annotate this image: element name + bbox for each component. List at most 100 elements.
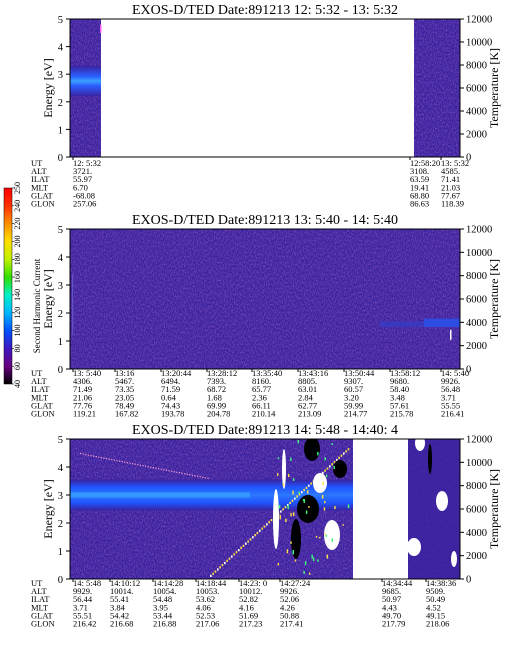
contour-patch xyxy=(451,551,457,567)
table-cell: -68.08 xyxy=(73,190,95,200)
table-row-label: GLAT xyxy=(31,610,54,620)
panel-3: EXOS-D/TED Date:891213 14: 5:48 - 14:40:… xyxy=(31,423,501,629)
speckle xyxy=(302,499,305,501)
table-cell: 52.06 xyxy=(280,594,299,604)
trace-dot xyxy=(132,463,134,465)
y2-tick-label: 12000 xyxy=(466,15,492,26)
colorbar-tick-label: 160 xyxy=(13,271,22,283)
y2-tick-label: 4000 xyxy=(466,318,487,329)
trace-dot xyxy=(189,474,191,476)
y2-tick-label: 8000 xyxy=(466,61,487,72)
table-cell: 10012. xyxy=(239,586,262,596)
table-cell: 167.82 xyxy=(115,409,138,419)
speckle xyxy=(290,457,292,462)
data-texture-2 xyxy=(70,229,460,369)
table-cell: 217.23 xyxy=(239,619,262,629)
table-cell: 59.99 xyxy=(344,400,363,410)
table-cell: 214.77 xyxy=(344,409,367,419)
trace-dot xyxy=(184,473,186,475)
speckle xyxy=(298,491,300,494)
trace-dot xyxy=(181,472,183,474)
table-cell: 86.63 xyxy=(410,199,429,209)
colorbar-label: Second Harmonic Current xyxy=(32,258,42,353)
y-axis-label: Energy [eV] xyxy=(41,479,55,538)
trace-dot xyxy=(87,454,89,456)
speckle xyxy=(279,515,281,520)
table-cell: 4.26 xyxy=(280,602,295,612)
energy-band-core xyxy=(70,492,250,498)
speckle xyxy=(287,504,289,510)
speckle xyxy=(286,549,289,554)
trace-dot xyxy=(100,457,102,459)
trace-dot xyxy=(270,518,273,522)
trace-dot xyxy=(194,475,196,477)
y2-tick-label: 8000 xyxy=(466,481,487,492)
y-tick-label: 2 xyxy=(58,519,63,530)
plot-area xyxy=(70,439,460,579)
table-cell: 56.44 xyxy=(73,594,93,604)
table-cell: 56.48 xyxy=(441,384,460,394)
table-cell: 14:34:44 xyxy=(382,578,413,588)
speckle xyxy=(290,512,292,517)
speckle xyxy=(304,561,307,566)
trace-dot xyxy=(266,523,268,526)
trace-dot xyxy=(126,462,128,464)
speckle xyxy=(311,554,313,559)
speckle xyxy=(292,478,295,481)
y-tick-label: 4 xyxy=(58,43,64,54)
table-cell: 3108. xyxy=(410,166,429,176)
trace-dot xyxy=(129,462,131,464)
data-spike xyxy=(450,329,452,340)
table-cell: 9680. xyxy=(390,376,409,386)
y2-tick-label: 4000 xyxy=(466,107,487,118)
table-cell: 13:35:40 xyxy=(252,368,282,378)
plot-area xyxy=(70,19,460,157)
speckle xyxy=(331,538,333,542)
y-tick-label: 1 xyxy=(58,125,63,136)
colorbar-tick-label: 240 xyxy=(13,200,22,212)
speckle xyxy=(324,500,326,504)
trace-dot xyxy=(173,471,175,473)
trace-dot xyxy=(116,460,118,462)
trace-dot xyxy=(231,555,233,558)
contour-patch xyxy=(324,520,340,550)
speckle xyxy=(317,451,319,456)
table-cell: 77.67 xyxy=(441,190,460,200)
trace-dot xyxy=(345,450,347,453)
table-cell: 216.42 xyxy=(73,619,96,629)
trace-dot xyxy=(296,495,298,498)
panel-title: EXOS-D/TED Date:891213 12: 5:32 - 13: 5:… xyxy=(132,3,398,18)
table-cell: 9509. xyxy=(426,586,445,596)
speckle xyxy=(334,506,336,510)
trace-dot xyxy=(338,456,340,459)
y2-axis-label: Temperature [K] xyxy=(487,469,501,549)
table-row-label: GLON xyxy=(31,409,55,419)
contour-patch xyxy=(428,444,432,474)
table-cell: 12:58:20 xyxy=(410,158,440,168)
table-cell: 3.48 xyxy=(390,392,405,402)
energy-band xyxy=(380,321,424,327)
trace-dot xyxy=(333,461,336,464)
trace-dot xyxy=(336,458,338,462)
table-cell: 13: 5:32 xyxy=(441,158,469,168)
no-data-region xyxy=(70,19,460,157)
table-cell: 5467. xyxy=(115,376,134,386)
speckle xyxy=(282,483,285,487)
speckle xyxy=(326,554,329,559)
table-cell: 13:16 xyxy=(115,368,134,378)
y2-tick-label: 2000 xyxy=(466,551,487,562)
trace-dot xyxy=(186,473,188,475)
table-cell: 19.41 xyxy=(410,182,429,192)
trace-dot xyxy=(197,475,199,477)
contour-patch xyxy=(273,489,279,549)
table-cell: 14:14:28 xyxy=(153,578,183,588)
trace-dot xyxy=(178,472,180,474)
table-cell: 2.84 xyxy=(298,392,314,402)
table-cell: 3.71 xyxy=(441,392,456,402)
table-cell: 54.48 xyxy=(153,594,172,604)
table-cell: 14: 5:48 xyxy=(73,578,101,588)
table-cell: 14:10:12 xyxy=(110,578,140,588)
energy-band xyxy=(424,318,460,327)
contour-patch xyxy=(282,449,286,489)
colorbar-tick-label: 200 xyxy=(13,235,22,247)
